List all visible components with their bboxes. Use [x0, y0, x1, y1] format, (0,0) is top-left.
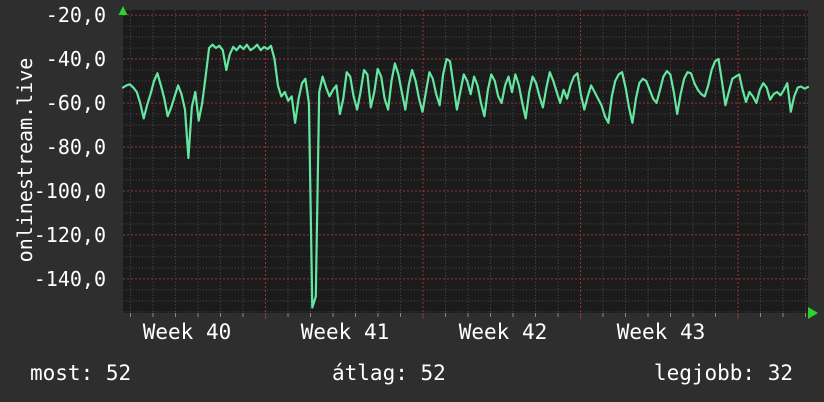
stat-legjobb: legjobb: 32: [653, 361, 793, 385]
y-axis-labels: -20,0 -40,0 -60,0 -80,0 -100,0 -120,0 -1…: [0, 0, 106, 320]
y-tick-label: -120,0: [33, 223, 106, 247]
axis-ticks: [130, 313, 806, 319]
grid-major: [123, 10, 808, 313]
y-tick-label: -60,0: [45, 91, 106, 115]
stat-atlag: átlag: 52: [332, 361, 446, 385]
y-tick-label: -140,0: [33, 267, 106, 291]
y-tick-label: -40,0: [45, 47, 106, 71]
stat-most: most: 52: [30, 361, 132, 385]
x-tick-label-week40: Week 40: [142, 320, 232, 344]
x-tick-label-week41: Week 41: [300, 320, 390, 344]
y-tick-label: -100,0: [33, 179, 106, 203]
x-tick-label-week43: Week 43: [616, 320, 706, 344]
plot-area: [123, 10, 808, 313]
x-tick-label-week42: Week 42: [458, 320, 548, 344]
y-tick-label: -20,0: [45, 3, 106, 27]
x-axis-arrow-icon: [808, 307, 818, 319]
y-tick-label: -80,0: [45, 135, 106, 159]
grid-minor: [123, 10, 808, 313]
series-line: [121, 43, 810, 309]
y-axis-arrow-icon: [118, 6, 128, 15]
